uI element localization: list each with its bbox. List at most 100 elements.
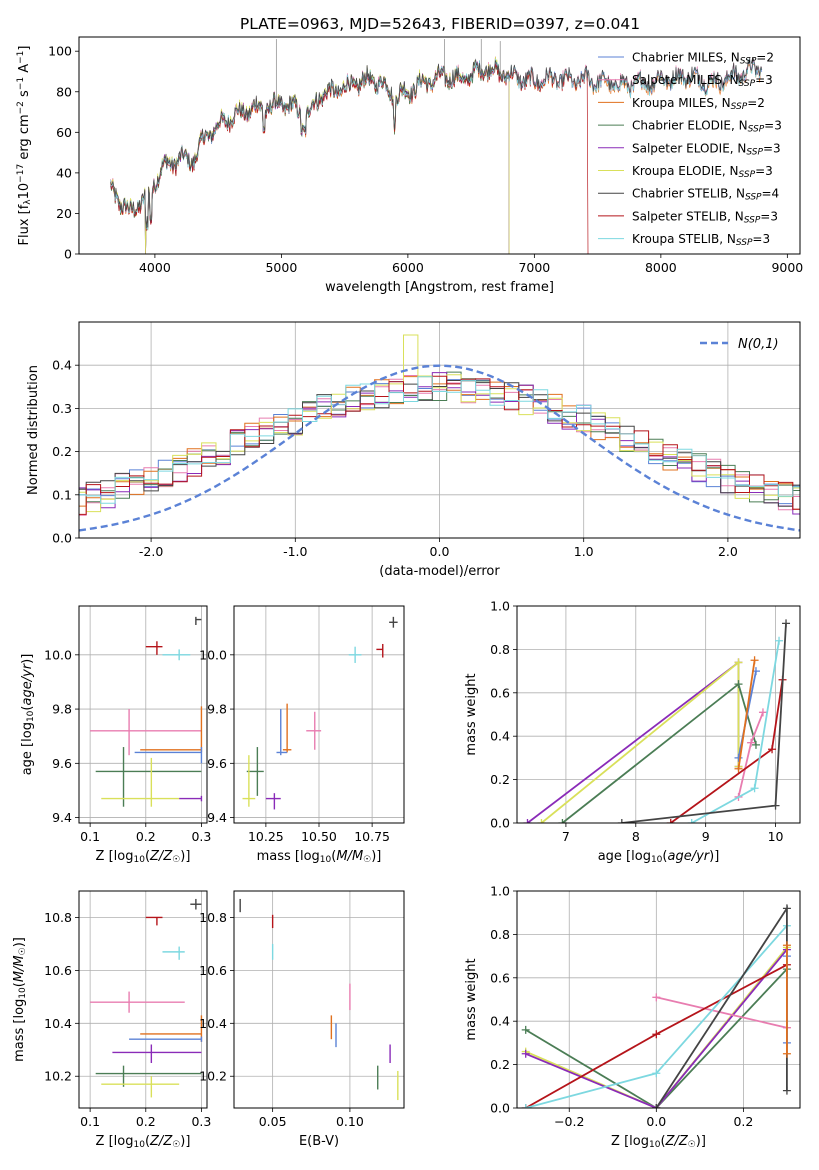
legend-label-salpeter-stelib: Salpeter STELIB, NSSP=3 <box>632 209 778 225</box>
mass_EBV-plot-area <box>239 898 399 1101</box>
figure-title: PLATE=0963, MJD=52643, FIBERID=0397, z=0… <box>240 15 640 33</box>
x-tick-label: 2.0 <box>718 544 738 559</box>
data-point-kroupa-elodie <box>101 757 180 807</box>
legend-label-kroupa-elodie: Kroupa ELODIE, NSSP=3 <box>632 164 773 180</box>
weight-marker <box>751 740 760 749</box>
label-part: −17 <box>16 164 26 183</box>
x-tick-label: 8000 <box>645 260 677 275</box>
weight-series-chabrier-stelib <box>652 904 791 1108</box>
weight-marker <box>652 1104 661 1108</box>
y-tick-label: 10.6 <box>44 963 72 978</box>
label-part: Kroupa ELODIE, N <box>632 164 739 178</box>
label-part: 10 <box>649 1140 661 1150</box>
label-part: )] <box>696 1134 706 1149</box>
label-part: A <box>17 64 32 77</box>
label-part: )] <box>180 1134 190 1149</box>
y-tick-label: 0.8 <box>490 642 510 657</box>
weight-marker <box>652 993 661 1002</box>
y-tick-label: 0.0 <box>490 1101 510 1116</box>
y-tick-label: 9.8 <box>52 702 72 717</box>
label-part: Z <box>149 849 160 864</box>
y-tick-label: 10.8 <box>44 910 72 925</box>
label-part: ( <box>12 982 27 987</box>
weight-series-chabrier-stelib <box>617 619 791 823</box>
label-part: Normed distribution <box>26 365 41 495</box>
axes-frame <box>78 605 208 824</box>
age_Z-panel: 0.1 0.2 0.39.49.69.810.0Z [log10(Z/Z☉)]age… <box>20 605 211 865</box>
label-part: Chabrier STELIB, N <box>632 187 745 201</box>
age_mass-plot-area <box>242 616 398 810</box>
label-part: ( <box>331 849 336 864</box>
mass_Z-ylabel: mass [log10(M/M☉)] <box>12 937 28 1062</box>
massweight_age-ylabel: mass weight <box>464 673 479 755</box>
label-part: =2 <box>747 96 765 110</box>
label-part: ( <box>662 849 667 864</box>
label-part: Z <box>162 1134 173 1149</box>
label-part: Kroupa MILES, N <box>632 96 731 110</box>
weight-marker <box>758 708 767 717</box>
weight-marker <box>734 753 743 762</box>
weight-marker <box>734 680 743 689</box>
label-part: M <box>352 849 363 864</box>
x-tick-label: 0.2 <box>136 829 156 844</box>
label-part: mass weight <box>464 958 479 1040</box>
residuals-ylabel: Normed distribution <box>26 365 41 495</box>
data-point-kroupa-stelib <box>162 946 185 960</box>
age_Z-xlabel: Z [log10(Z/Z☉)] <box>96 849 191 865</box>
massweight_age-xlabel: age [log10(age/yr)] <box>598 849 720 865</box>
data-point-kroupa-miles <box>282 703 292 753</box>
weight-marker <box>775 636 784 645</box>
label-part: Kroupa STELIB, N <box>632 232 736 246</box>
label-part: ( <box>145 849 150 864</box>
y-tick-label: 9.4 <box>207 810 227 825</box>
label-part: / <box>20 675 35 682</box>
residuals-panel: -2.0 -1.0 0.0 1.0 2.0 0.0 0.1 0.2 0.3 0.4 (data-mo… <box>26 321 801 579</box>
label-part: Chabrier ELODIE, N <box>632 119 748 133</box>
x-tick-label: 0.0 <box>430 544 450 559</box>
y-tick-label: 0.2 <box>52 444 72 459</box>
label-part: =3 <box>763 141 781 155</box>
axes-frame <box>78 890 208 1109</box>
legend-label-kroupa-miles: Kroupa MILES, NSSP=2 <box>632 96 765 112</box>
y-tick-label: 9.6 <box>52 756 72 771</box>
massweight_age-plot-area <box>523 619 791 823</box>
weight-marker <box>652 1030 661 1039</box>
data-point-chabrier-miles <box>276 709 288 756</box>
age_Z-ylabel: age [log10(age/yr)] <box>20 654 36 776</box>
y-tick-label: 0.4 <box>52 358 72 373</box>
label-part: SSP <box>731 102 748 112</box>
y-tick-label: 0.1 <box>52 487 72 502</box>
x-tick-label: 4000 <box>139 260 171 275</box>
weight-marker <box>750 656 759 665</box>
weight-marker <box>617 819 626 823</box>
data-point-chabrier-stelib <box>190 898 202 910</box>
spectrum-plot-area <box>110 39 763 254</box>
y-tick-label: 0.3 <box>52 401 72 416</box>
x-tick-label: 0.1 <box>80 829 100 844</box>
spectrum-line-chabrier-stelib <box>110 57 763 229</box>
label-part: =3 <box>755 164 773 178</box>
label-part: Flux [f <box>17 204 32 245</box>
label-part: −1 <box>16 77 26 90</box>
label-part: wavelength [Angstrom, rest frame] <box>325 280 554 295</box>
label-part: =4 <box>762 187 780 201</box>
data-point-kroupa-miles <box>140 706 203 753</box>
y-tick-label: 1.0 <box>490 599 510 614</box>
label-part: erg cm <box>17 114 32 163</box>
x-tick-label: 0.0 <box>646 1114 666 1129</box>
panels: 4000 5000 6000 7000 8000 9000 0 20 40 60 80 100 wave… <box>12 36 803 1150</box>
label-part: 10 <box>651 855 663 865</box>
weight-line <box>525 968 788 1108</box>
label-part: E(B-V) <box>299 1134 339 1149</box>
legend-label-chabrier-elodie: Chabrier ELODIE, NSSP=3 <box>632 119 782 135</box>
x-tick-label: 0.3 <box>191 829 211 844</box>
label-part: SSP <box>740 57 757 67</box>
label-part: )] <box>709 849 719 864</box>
label-part: SSP <box>746 148 763 158</box>
data-point-chabrier-elodie <box>95 1065 202 1087</box>
label-part: −2 <box>16 101 26 114</box>
y-tick-label: 10.0 <box>44 647 72 662</box>
histogram-salpeter-elodie <box>79 372 800 515</box>
label-part: s <box>17 90 32 101</box>
